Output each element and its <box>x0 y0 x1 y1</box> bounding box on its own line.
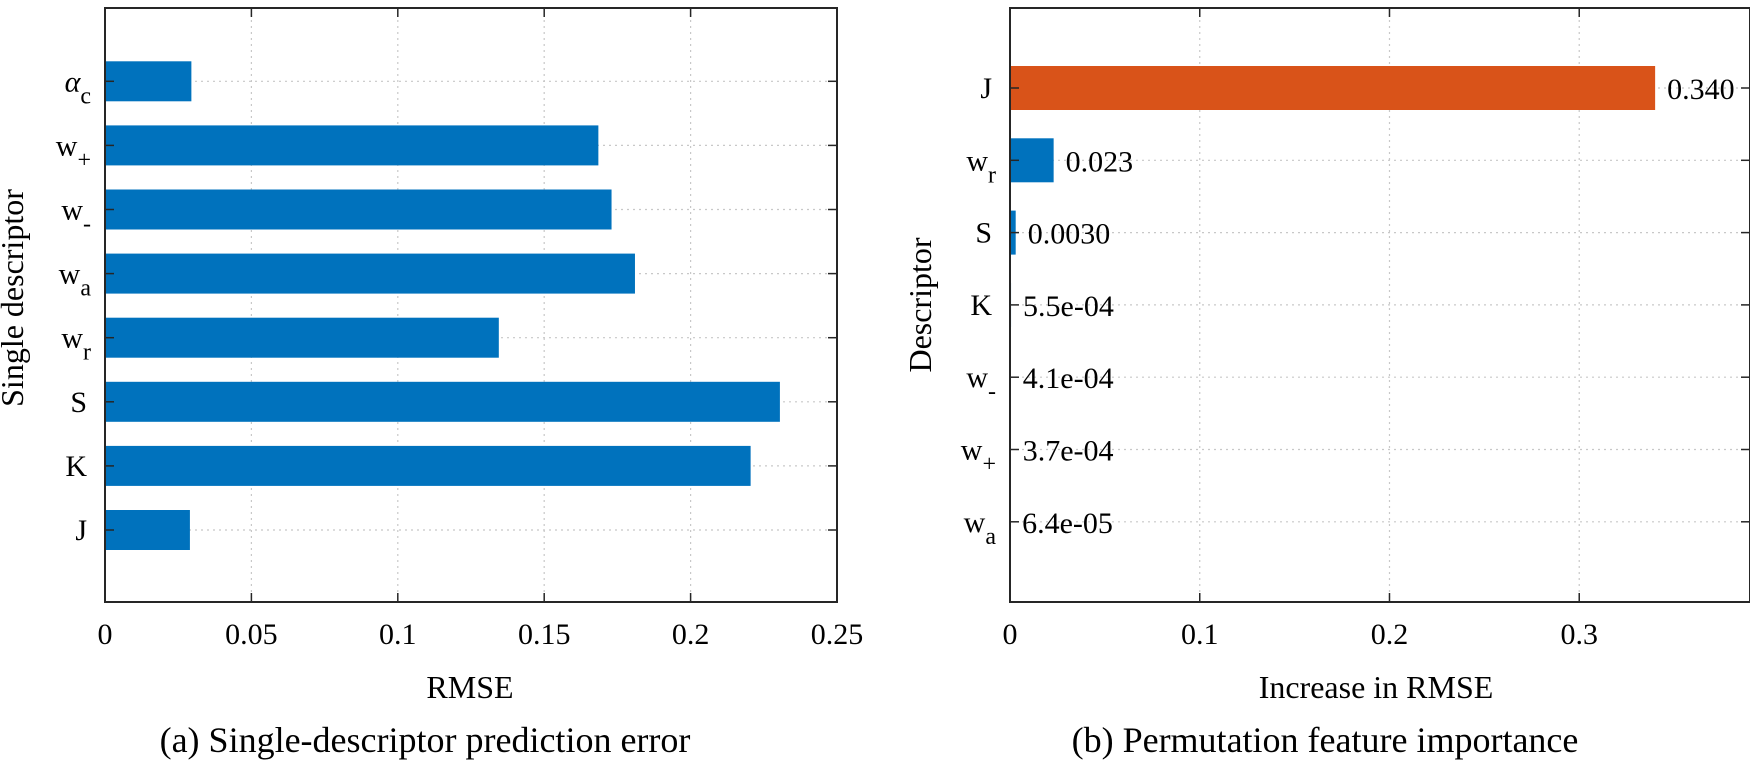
bar <box>105 445 751 486</box>
x-tick-label: 0.1 <box>379 618 417 651</box>
x-tick-label: 0.25 <box>811 618 864 651</box>
caption: (a) Single-descriptor prediction error <box>160 720 691 760</box>
y-tick-label: J <box>75 514 87 547</box>
data-label: 6.4e-05 <box>1022 507 1113 540</box>
bar <box>1010 66 1656 110</box>
y-tick-label: wr <box>61 322 91 366</box>
bar <box>105 317 499 358</box>
bar <box>105 253 635 294</box>
data-label: 3.7e-04 <box>1023 435 1114 468</box>
y-tick-label: K <box>65 450 87 483</box>
bar <box>105 125 599 166</box>
data-label: 4.1e-04 <box>1023 362 1114 395</box>
x-tick-label: 0.3 <box>1560 618 1598 651</box>
data-label: 0.340 <box>1667 73 1735 106</box>
y-tick-label: w- <box>966 361 996 405</box>
y-tick-label: wa <box>59 258 92 302</box>
data-label: 0.023 <box>1066 145 1134 178</box>
y-tick-label: w+ <box>56 129 91 173</box>
y-tick-label: S <box>975 217 992 250</box>
y-axis-title: Single descriptor <box>0 189 30 407</box>
y-tick-label: S <box>70 386 87 419</box>
y-tick-label: w+ <box>961 434 996 478</box>
bar <box>105 510 190 550</box>
y-tick-label: K <box>970 289 992 322</box>
y-tick-label: w- <box>61 194 91 238</box>
axes-frame <box>104 7 838 603</box>
y-tick-label: αc <box>65 65 91 109</box>
x-tick-label: 0.15 <box>518 618 571 651</box>
bar <box>105 61 192 102</box>
bar <box>105 189 612 230</box>
caption: (b) Permutation feature importance <box>1072 720 1579 760</box>
x-tick-label: 0.05 <box>225 618 278 651</box>
y-axis-title: Descriptor <box>902 237 938 372</box>
panel-b-chart: 0 0.1 0.2 0.3 Jwr S Kw-w+ wa 0.340 0.023 0.0030 5… <box>902 7 1750 760</box>
x-tick-label: 0.2 <box>672 618 710 651</box>
data-label: 0.0030 <box>1028 218 1111 251</box>
x-axis-title: Increase in RMSE <box>1259 669 1494 705</box>
x-tick-label: 0.2 <box>1371 618 1409 651</box>
y-tick-label: J <box>980 72 992 105</box>
y-tick-label: wr <box>966 144 996 188</box>
x-axis-title: RMSE <box>426 669 513 705</box>
bar <box>105 381 780 422</box>
data-label: 5.5e-04 <box>1023 290 1114 323</box>
x-tick-label: 0 <box>98 618 113 651</box>
y-tick-label: wa <box>964 506 997 550</box>
x-tick-label: 0.1 <box>1181 618 1219 651</box>
x-tick-label: 0 <box>1003 618 1018 651</box>
